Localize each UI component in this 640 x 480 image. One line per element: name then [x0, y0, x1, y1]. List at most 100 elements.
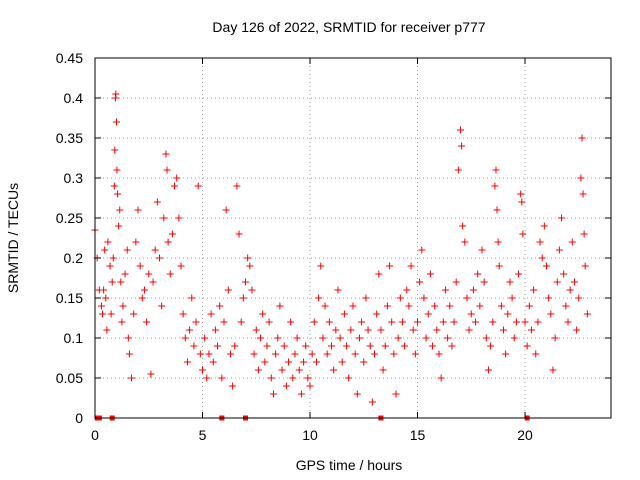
data-point — [119, 302, 127, 310]
data-point — [536, 238, 544, 246]
data-point — [194, 182, 202, 190]
y-tick-label: 0.05 — [56, 370, 83, 386]
y-tick-label: 0.45 — [56, 50, 83, 66]
data-point — [580, 230, 588, 238]
data-point — [177, 262, 185, 270]
data-point — [450, 318, 458, 326]
data-point — [578, 134, 586, 142]
data-point — [274, 334, 282, 342]
data-point — [570, 278, 578, 286]
data-point — [280, 342, 288, 350]
data-point — [99, 310, 107, 318]
data-point — [267, 374, 275, 382]
data-point — [383, 302, 391, 310]
data-point — [239, 294, 247, 302]
data-point — [493, 206, 501, 214]
data-point — [101, 246, 109, 254]
data-point — [336, 334, 344, 342]
data-point — [525, 302, 533, 310]
data-point — [252, 326, 260, 334]
data-point — [494, 238, 502, 246]
data-point — [409, 326, 417, 334]
data-point — [527, 326, 535, 334]
data-point — [353, 390, 361, 398]
data-point — [489, 318, 497, 326]
data-point — [226, 350, 234, 358]
data-point — [158, 302, 166, 310]
data-point — [259, 310, 267, 318]
data-point — [211, 326, 219, 334]
data-point — [463, 294, 471, 302]
ticks-layer: 0 0.05 0.1 0.15 0.2 0.25 0.3 0.35 0.4 0.45 0 5 10 15 2… — [56, 50, 611, 443]
data-point — [164, 238, 172, 246]
data-point — [424, 310, 432, 318]
data-point — [263, 342, 271, 350]
x-tick-label: 0 — [91, 427, 99, 443]
data-point — [422, 334, 430, 342]
data-point — [113, 118, 120, 126]
data-point — [325, 318, 333, 326]
data-point — [388, 318, 396, 326]
data-point — [517, 190, 525, 198]
plot-frame — [94, 57, 612, 419]
data-point — [398, 318, 406, 326]
data-point — [218, 374, 226, 382]
data-point — [435, 350, 443, 358]
data-point — [118, 318, 126, 326]
data-point — [459, 222, 467, 230]
data-point — [371, 350, 378, 358]
data-point — [304, 374, 312, 382]
data-point — [364, 326, 372, 334]
data-point — [116, 206, 124, 214]
data-point — [278, 366, 286, 374]
data-point — [521, 318, 529, 326]
data-point — [130, 310, 138, 318]
data-point — [469, 286, 477, 294]
data-point — [242, 278, 249, 286]
data-point — [244, 254, 252, 262]
data-point — [231, 342, 239, 350]
data-point — [502, 350, 510, 358]
data-point — [454, 166, 462, 174]
data-point — [478, 246, 486, 254]
data-point — [111, 146, 119, 154]
data-point — [431, 302, 439, 310]
data-point — [199, 366, 206, 374]
data-point — [547, 310, 555, 318]
data-point — [518, 198, 526, 206]
data-point — [108, 278, 116, 286]
data-point — [386, 262, 394, 270]
points-layer — [91, 90, 591, 421]
data-point — [577, 174, 585, 182]
data-point — [564, 318, 572, 326]
data-point — [302, 342, 310, 350]
data-point — [467, 310, 475, 318]
data-point — [495, 262, 503, 270]
data-point — [392, 390, 400, 398]
data-point — [545, 294, 553, 302]
data-point — [555, 246, 563, 254]
data-point — [420, 294, 428, 302]
data-point — [123, 246, 131, 254]
data-point — [254, 366, 262, 374]
data-point — [497, 302, 505, 310]
data-point — [345, 374, 353, 382]
data-point — [233, 182, 241, 190]
data-point — [209, 358, 217, 366]
data-point — [216, 302, 224, 310]
data-point — [175, 214, 183, 222]
data-point — [179, 310, 187, 318]
data-point — [285, 358, 292, 366]
data-point — [426, 270, 434, 278]
data-point — [321, 302, 329, 310]
data-point — [530, 286, 538, 294]
data-point — [312, 358, 320, 366]
data-point — [441, 286, 449, 294]
data-point — [390, 350, 398, 358]
data-point — [362, 294, 370, 302]
data-point — [355, 334, 363, 342]
data-point — [134, 206, 142, 214]
data-point — [358, 318, 366, 326]
data-point — [414, 318, 421, 326]
data-point — [558, 214, 566, 222]
